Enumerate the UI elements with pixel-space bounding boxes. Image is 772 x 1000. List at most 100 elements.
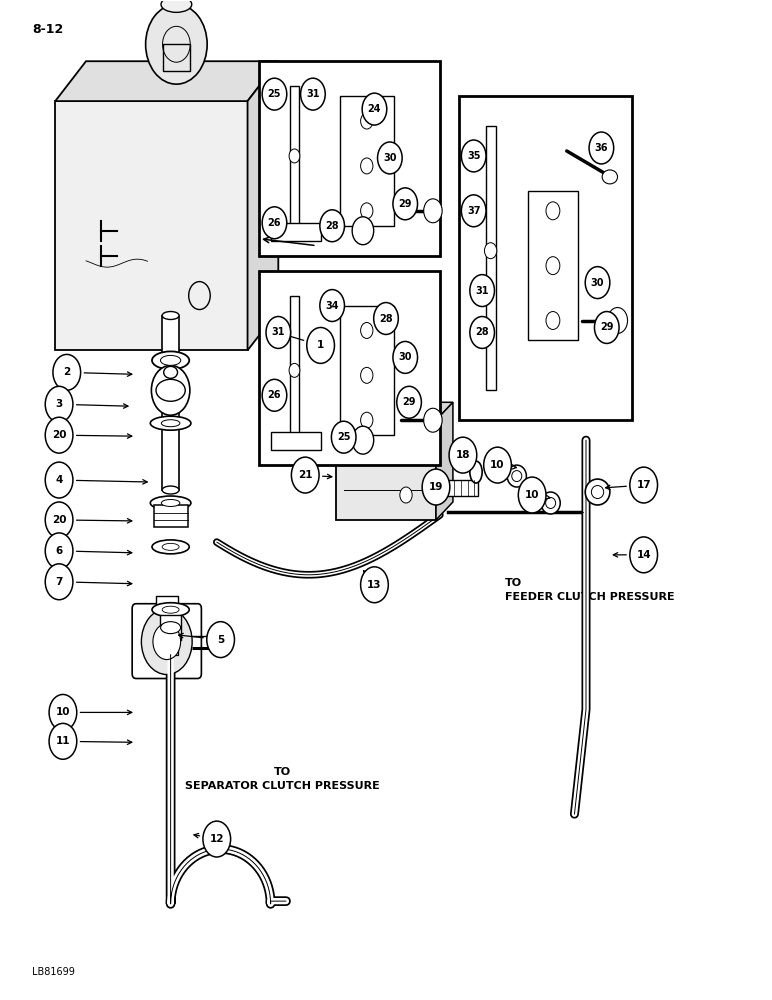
Circle shape — [400, 437, 412, 453]
Ellipse shape — [161, 0, 191, 12]
Text: 29: 29 — [398, 199, 412, 209]
Polygon shape — [436, 402, 453, 520]
Circle shape — [362, 93, 387, 125]
Circle shape — [153, 624, 181, 660]
Ellipse shape — [164, 366, 178, 378]
Bar — [336, 420, 436, 520]
Circle shape — [630, 537, 658, 573]
Circle shape — [361, 567, 388, 603]
Circle shape — [361, 322, 373, 338]
Bar — [160, 615, 181, 640]
Text: 30: 30 — [383, 153, 397, 163]
Text: 20: 20 — [52, 515, 66, 525]
Circle shape — [291, 457, 319, 493]
Circle shape — [352, 426, 374, 454]
Circle shape — [449, 437, 477, 473]
Circle shape — [262, 207, 286, 239]
Bar — [340, 96, 394, 226]
Circle shape — [46, 502, 73, 538]
Text: 36: 36 — [594, 143, 608, 153]
Circle shape — [289, 363, 300, 377]
Text: 17: 17 — [636, 480, 651, 490]
Text: 30: 30 — [591, 278, 604, 288]
Circle shape — [361, 203, 373, 219]
Circle shape — [53, 354, 80, 390]
Circle shape — [46, 462, 73, 498]
Circle shape — [470, 317, 494, 348]
Circle shape — [546, 202, 560, 220]
Text: 29: 29 — [402, 397, 416, 407]
Ellipse shape — [470, 461, 482, 483]
Circle shape — [262, 379, 286, 411]
Text: 31: 31 — [306, 89, 320, 99]
Circle shape — [49, 723, 76, 759]
Text: 14: 14 — [636, 550, 651, 560]
Ellipse shape — [161, 355, 181, 365]
Ellipse shape — [152, 603, 189, 617]
Ellipse shape — [602, 170, 618, 184]
Circle shape — [46, 386, 73, 422]
Text: 37: 37 — [467, 206, 480, 216]
Ellipse shape — [541, 492, 560, 514]
Text: 25: 25 — [268, 89, 281, 99]
Ellipse shape — [512, 471, 522, 482]
Circle shape — [518, 477, 546, 513]
Text: TO
SEPARATOR CLUTCH PRESSURE: TO SEPARATOR CLUTCH PRESSURE — [185, 767, 380, 791]
Bar — [164, 640, 178, 655]
Bar — [154, 505, 188, 527]
Bar — [290, 296, 299, 440]
Text: 29: 29 — [600, 322, 614, 332]
Text: 26: 26 — [268, 390, 281, 400]
Text: 25: 25 — [337, 432, 350, 442]
Circle shape — [361, 113, 373, 129]
Circle shape — [594, 312, 619, 343]
Circle shape — [300, 78, 325, 110]
Bar — [156, 596, 178, 610]
Bar — [528, 191, 578, 340]
Circle shape — [485, 243, 496, 259]
Circle shape — [470, 275, 494, 307]
Circle shape — [146, 4, 207, 84]
Ellipse shape — [161, 420, 180, 427]
Ellipse shape — [161, 500, 180, 506]
Circle shape — [49, 694, 76, 730]
Circle shape — [262, 78, 286, 110]
Bar — [290, 86, 299, 231]
Text: TO
FEEDER CLUTCH PRESSURE: TO FEEDER CLUTCH PRESSURE — [505, 578, 675, 602]
Circle shape — [397, 386, 422, 418]
Bar — [340, 306, 394, 435]
Text: 35: 35 — [467, 151, 480, 161]
Circle shape — [46, 533, 73, 569]
Circle shape — [608, 308, 628, 333]
Ellipse shape — [546, 498, 556, 508]
Text: 5: 5 — [217, 635, 224, 645]
Text: 7: 7 — [56, 577, 63, 587]
Ellipse shape — [162, 606, 179, 613]
Text: 24: 24 — [367, 104, 381, 114]
Circle shape — [546, 257, 560, 275]
Polygon shape — [56, 101, 248, 350]
Bar — [259, 271, 440, 465]
Text: 12: 12 — [209, 834, 224, 844]
Ellipse shape — [162, 486, 179, 494]
Circle shape — [203, 821, 231, 857]
Circle shape — [585, 267, 610, 299]
Bar — [271, 223, 320, 241]
Text: 31: 31 — [476, 286, 489, 296]
Text: 26: 26 — [268, 218, 281, 228]
Circle shape — [630, 467, 658, 503]
Text: 21: 21 — [298, 470, 313, 480]
Ellipse shape — [151, 496, 191, 510]
Circle shape — [462, 140, 486, 172]
Text: LB81699: LB81699 — [32, 967, 75, 977]
Ellipse shape — [161, 622, 181, 634]
Circle shape — [422, 469, 450, 505]
Circle shape — [393, 188, 418, 220]
Bar — [486, 126, 496, 390]
Text: 20: 20 — [52, 430, 66, 440]
Text: 3: 3 — [56, 399, 63, 409]
Circle shape — [361, 367, 373, 383]
Text: 19: 19 — [428, 482, 443, 492]
Circle shape — [320, 290, 344, 321]
FancyBboxPatch shape — [132, 604, 201, 679]
